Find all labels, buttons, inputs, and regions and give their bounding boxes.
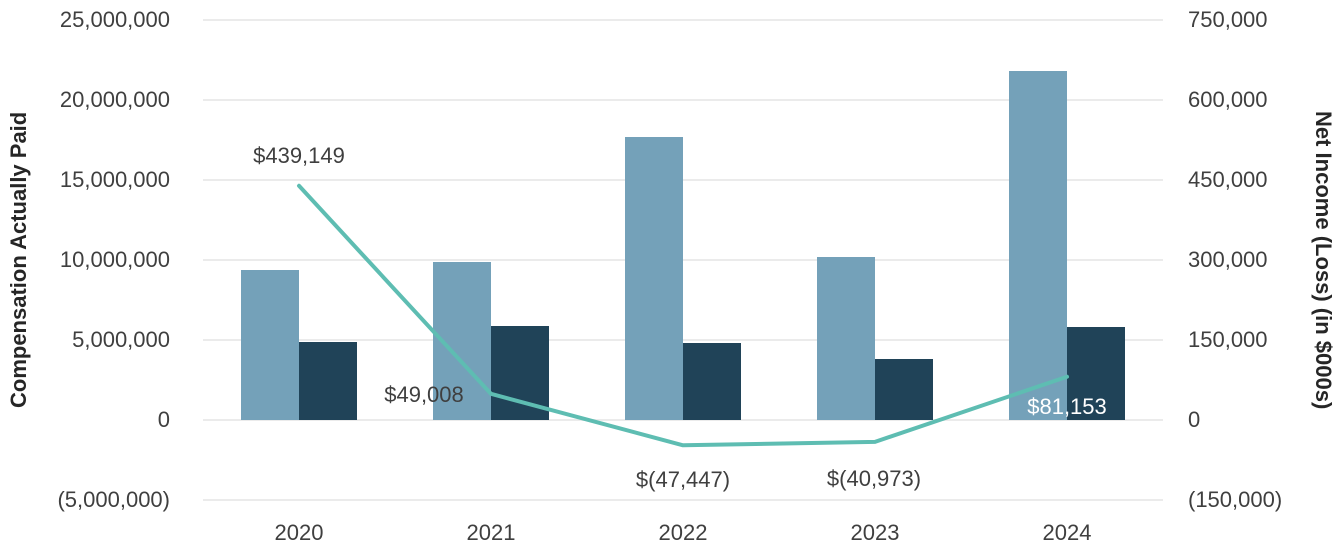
left-axis-tick: (5,000,000) bbox=[57, 487, 170, 512]
bar-2021-s2 bbox=[491, 325, 549, 420]
bar-2022-s1 bbox=[625, 136, 683, 420]
bar-2023-s2 bbox=[875, 359, 933, 420]
left-axis-tick: 10,000,000 bbox=[59, 247, 170, 272]
gridline bbox=[203, 19, 1163, 21]
left-axis-tick: 20,000,000 bbox=[59, 87, 170, 112]
point-label-2020: $439,149 bbox=[253, 142, 345, 168]
left-axis-tick-labels: 25,000,000 20,000,000 15,000,000 10,000,000… bbox=[0, 9, 172, 511]
plot-area: $439,149 $49,008 $(47,447) $(40,973) $81,153 bbox=[203, 19, 1163, 501]
right-axis-tick: 750,000 bbox=[1188, 7, 1268, 32]
point-label-2021: $49,008 bbox=[384, 381, 464, 407]
x-axis-category-labels: 2020 2021 2022 2023 2024 bbox=[203, 519, 1163, 549]
left-axis-tick: 25,000,000 bbox=[59, 7, 170, 32]
right-axis-tick: 450,000 bbox=[1188, 167, 1268, 192]
bar-2024-s2 bbox=[1067, 327, 1125, 420]
right-axis-tick: (150,000) bbox=[1188, 487, 1283, 512]
bar-2022-s2 bbox=[683, 343, 741, 420]
gridline bbox=[203, 99, 1163, 101]
bar-2020-s2 bbox=[299, 341, 357, 420]
x-axis-label-2023: 2023 bbox=[850, 520, 900, 545]
right-axis-tick: 600,000 bbox=[1188, 87, 1268, 112]
x-axis-label-2020: 2020 bbox=[274, 520, 324, 545]
right-axis-tick-labels: 750,000 600,000 450,000 300,000 150,000 0 (150… bbox=[1188, 9, 1328, 511]
left-axis-tick: 15,000,000 bbox=[59, 167, 170, 192]
right-axis-tick: 300,000 bbox=[1188, 247, 1268, 272]
x-axis-label-2022: 2022 bbox=[658, 520, 708, 545]
point-label-2024: $81,153 bbox=[1027, 393, 1107, 419]
right-axis-tick: 150,000 bbox=[1188, 327, 1268, 352]
bar-2024-s1 bbox=[1009, 71, 1067, 420]
point-label-2023: $(40,973) bbox=[826, 465, 922, 491]
left-axis-tick: 0 bbox=[157, 407, 170, 432]
gridline bbox=[203, 499, 1163, 501]
left-axis-tick: 5,000,000 bbox=[72, 327, 170, 352]
bar-2023-s1 bbox=[817, 256, 875, 420]
point-label-2022: $(47,447) bbox=[635, 467, 731, 493]
x-axis-label-2024: 2024 bbox=[1042, 520, 1092, 545]
gridline bbox=[203, 179, 1163, 181]
right-axis-tick: 0 bbox=[1188, 407, 1201, 432]
x-axis-label-2021: 2021 bbox=[466, 520, 516, 545]
right-axis-title: Net Income (Loss) (in $000s) bbox=[1311, 110, 1336, 410]
bar-2020-s1 bbox=[241, 269, 299, 420]
